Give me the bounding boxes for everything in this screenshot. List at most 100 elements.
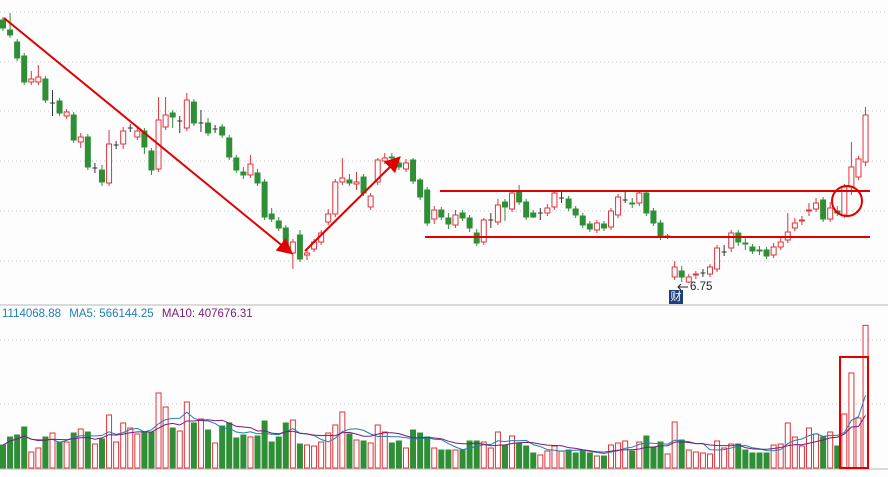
volume-bar <box>42 436 49 469</box>
volume-bar <box>459 449 466 469</box>
candle-body <box>261 181 268 218</box>
candle <box>579 213 586 228</box>
candle-body <box>424 189 431 224</box>
candle-body <box>501 201 508 208</box>
candle <box>798 216 805 225</box>
candle-body <box>28 78 35 83</box>
candle-body <box>671 266 678 278</box>
candle <box>77 133 84 148</box>
candle <box>777 238 784 250</box>
volume-bar <box>770 444 777 469</box>
volume-bar <box>233 437 240 469</box>
candle-body <box>777 241 784 248</box>
volume-bar <box>402 447 409 469</box>
candle <box>388 153 395 161</box>
volume-bar <box>487 447 494 469</box>
candle <box>410 158 417 184</box>
volume-bar <box>176 430 183 469</box>
volume-bar <box>346 433 353 469</box>
candle <box>155 97 162 172</box>
candle <box>346 174 353 186</box>
annotations <box>3 17 870 469</box>
candle-body <box>77 136 84 143</box>
candle <box>63 109 70 119</box>
candle-body <box>728 232 735 249</box>
volume-bar <box>516 442 523 469</box>
volume-bar <box>473 440 480 469</box>
candle-body <box>685 276 692 283</box>
candle-body <box>643 192 650 214</box>
candle <box>763 247 770 259</box>
volume-bar <box>728 443 735 469</box>
volume-bar <box>699 452 706 469</box>
candle <box>275 217 282 231</box>
candle <box>636 190 643 206</box>
candle <box>0 17 6 31</box>
candle <box>784 213 791 243</box>
volume-bar <box>120 422 127 469</box>
volume-bar <box>275 436 282 469</box>
volume-bar <box>685 449 692 469</box>
uptrend-arrow <box>304 156 401 252</box>
volume-ma5-line <box>2 395 867 455</box>
candle <box>452 210 459 228</box>
volume-bar <box>282 422 289 469</box>
volume-bar <box>643 435 650 469</box>
candle <box>7 13 14 38</box>
volume-bar <box>466 440 473 469</box>
candle-body <box>827 207 834 220</box>
candle <box>353 172 360 190</box>
candle-body <box>579 215 586 226</box>
volume-bar <box>268 441 275 469</box>
candle-body <box>636 192 643 204</box>
candle-body <box>240 171 247 176</box>
volume-bar <box>325 432 332 469</box>
volume-bar <box>56 441 63 469</box>
candle <box>827 202 834 222</box>
candle-body <box>120 130 127 145</box>
candle-body <box>289 241 296 254</box>
volume-bar <box>148 431 155 469</box>
candle <box>424 187 431 226</box>
volume-bar <box>445 449 452 469</box>
candle <box>49 90 55 116</box>
candle-body <box>763 249 770 257</box>
candle-body <box>35 76 42 83</box>
candle <box>42 76 49 103</box>
candle <box>162 97 169 130</box>
volume-bar <box>509 435 516 469</box>
volume-bar <box>49 432 56 469</box>
volume-bar <box>219 425 226 469</box>
volume-bar <box>714 440 721 469</box>
volume-bar <box>438 449 445 469</box>
volume-bar <box>0 444 6 469</box>
volume-bar <box>289 419 296 469</box>
candle <box>70 112 77 143</box>
candle-body <box>205 122 212 134</box>
candle-body <box>586 223 593 230</box>
volume-bar <box>70 432 77 469</box>
candle-body <box>0 19 6 29</box>
candle-body <box>544 207 551 214</box>
volume-bar <box>134 433 141 469</box>
candle <box>169 110 176 128</box>
candle <box>678 266 685 282</box>
finance-info-badge[interactable]: 财 <box>669 290 683 304</box>
volume-bar <box>127 427 134 469</box>
volume-bar <box>586 452 593 469</box>
candle <box>537 208 543 220</box>
candle <box>198 110 204 132</box>
candle-body <box>21 55 28 83</box>
volume-bar <box>636 441 643 469</box>
candle <box>608 208 615 230</box>
ma10-value: MA10: 407676.31 <box>161 308 253 320</box>
volume-bar <box>304 444 311 469</box>
candle-body <box>247 163 254 176</box>
candle-body <box>14 41 21 59</box>
candle <box>756 246 763 255</box>
candle-body <box>692 273 699 276</box>
candle <box>21 53 28 85</box>
volume-bar <box>671 421 678 469</box>
candle-body <box>233 157 240 171</box>
candle-body <box>445 217 452 225</box>
